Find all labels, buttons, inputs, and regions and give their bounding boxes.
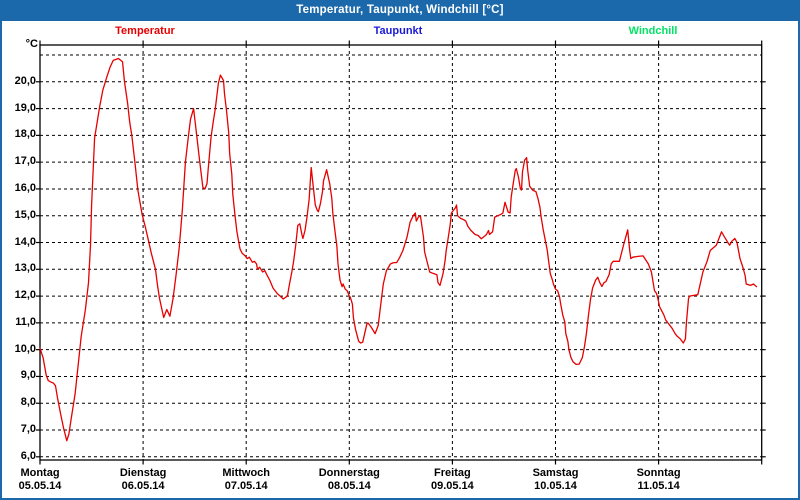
y-axis-tick-label: 18,0	[14, 128, 36, 141]
x-axis-weekday-label: Mittwoch	[222, 467, 271, 479]
window-titlebar: Temperatur, Taupunkt, Windchill [°C]	[2, 2, 798, 21]
y-axis-tick-label: 9,0	[20, 369, 36, 382]
window-title: Temperatur, Taupunkt, Windchill [°C]	[296, 4, 504, 16]
y-axis-tick-label: 8,0	[20, 396, 36, 409]
y-axis-tick-label: 13,0	[14, 262, 36, 275]
series-line-temperatur	[39, 57, 758, 442]
x-axis-weekday-label: Dienstag	[119, 467, 167, 479]
x-axis-weekday-label: Freitag	[434, 467, 471, 479]
x-axis-date-label: 07.05.14	[224, 480, 268, 492]
legend-item-windchill: Windchill	[628, 25, 678, 37]
y-axis-tick-label: 6,0	[20, 449, 36, 462]
x-axis-date-label: 05.05.14	[18, 480, 62, 492]
y-axis-tick-label: 7,0	[20, 423, 36, 435]
plot-border	[39, 44, 763, 461]
y-axis-unit-label: °C	[25, 38, 38, 50]
x-axis-weekday-label: Donnerstag	[318, 467, 380, 479]
legend-item-taupunkt: Taupunkt	[373, 25, 423, 37]
y-axis-tick-label: 14,0	[14, 235, 36, 248]
legend-item-temperatur: Temperatur	[115, 25, 175, 37]
y-axis-tick-label: 15,0	[14, 208, 36, 221]
y-axis-tick-label: 12,0	[14, 289, 36, 302]
x-axis-weekday-label: Samstag	[532, 467, 579, 479]
y-axis-tick-label: 17,0	[14, 155, 36, 168]
y-axis-tick-label: 20,0	[14, 74, 36, 87]
x-axis-date-label: 09.05.14	[430, 480, 474, 492]
x-axis-date-label: 11.05.14	[637, 480, 680, 492]
x-axis-date-label: 08.05.14	[327, 480, 371, 492]
x-axis-date-label: 10.05.14	[534, 480, 577, 492]
x-axis-date-label: 06.05.14	[121, 480, 165, 492]
y-axis-tick-label: 19,0	[14, 101, 36, 114]
y-axis-tick-label: 11,0	[15, 315, 36, 328]
y-axis-tick-label: 16,0	[14, 181, 36, 194]
y-axis-tick-label: 10,0	[14, 342, 36, 355]
x-axis-weekday-label: Sonntag	[636, 467, 681, 479]
x-axis-weekday-label: Montag	[20, 467, 60, 479]
